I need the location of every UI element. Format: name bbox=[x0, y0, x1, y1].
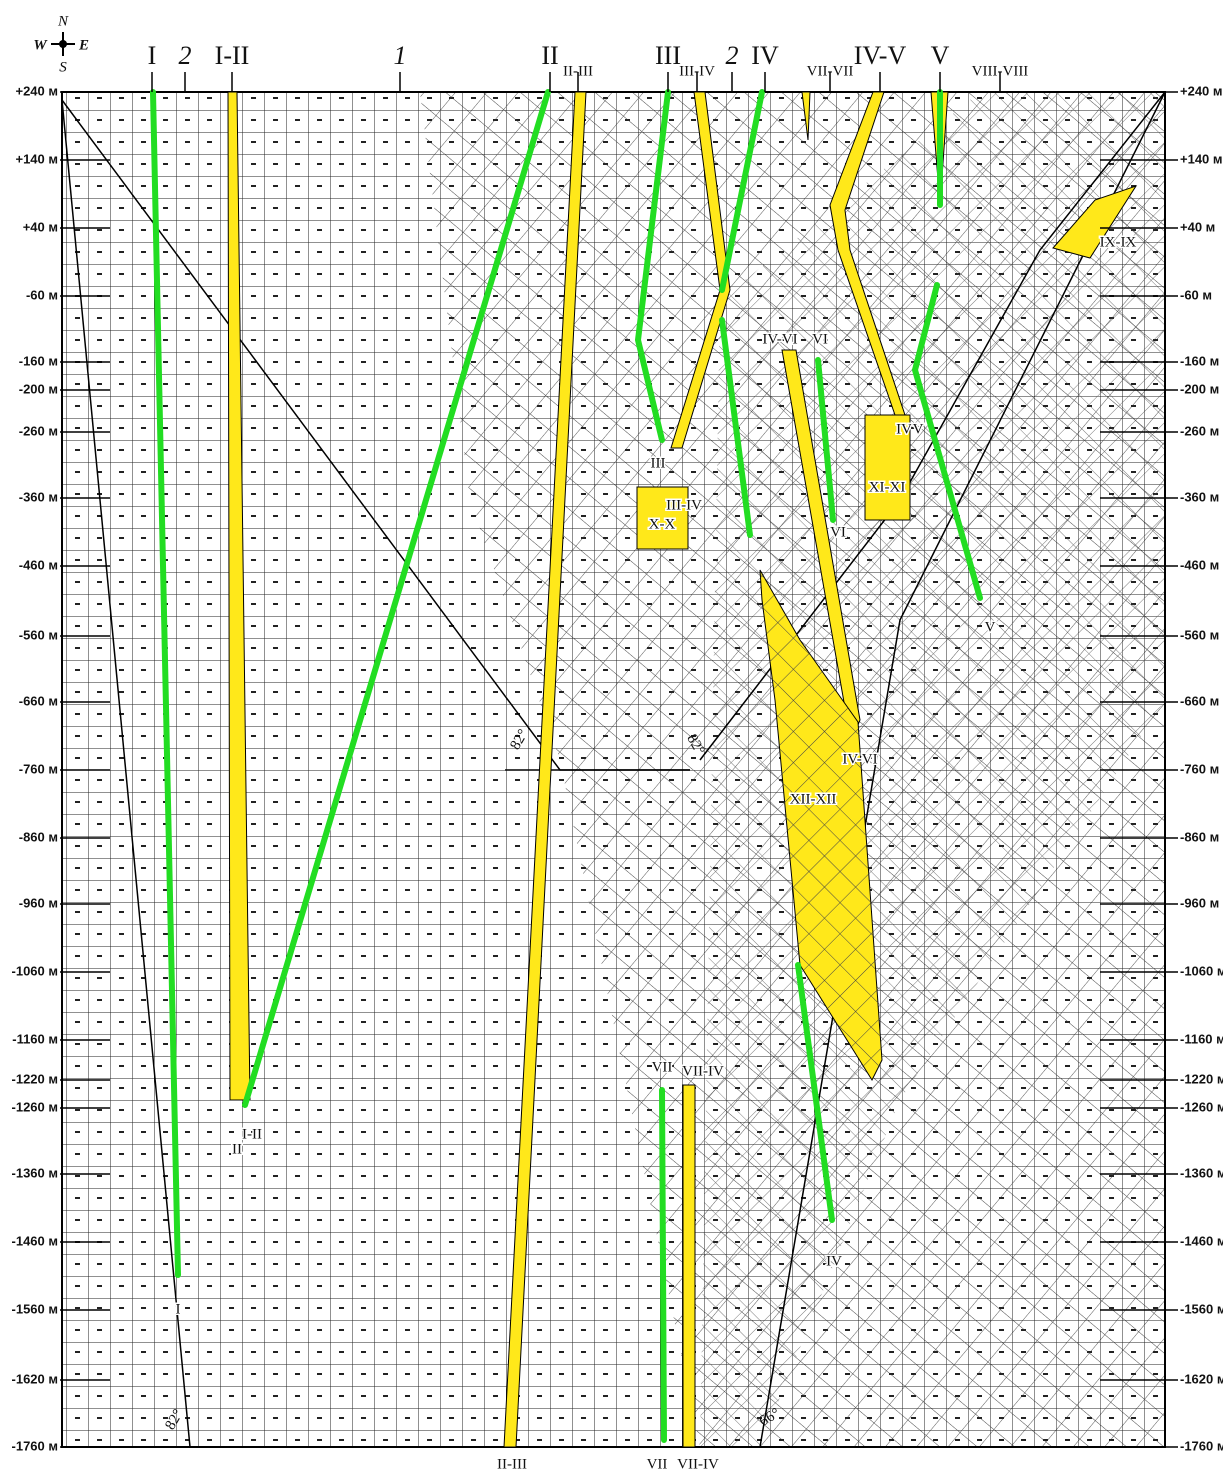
depth-label-left: -1460 м bbox=[12, 1233, 58, 1248]
depth-label-right: -1360 м bbox=[1180, 1165, 1223, 1180]
geologic-section: N W E S I2I-II1IIII-IIIIIIIII-IV2IVVII-V… bbox=[0, 0, 1223, 1477]
depth-label-left: +240 м bbox=[15, 83, 58, 98]
depth-label-left: -60 м bbox=[26, 287, 58, 302]
section-label: V bbox=[985, 619, 996, 635]
depth-label-left: -460 м bbox=[19, 557, 58, 572]
depth-label-left: -1220 м bbox=[12, 1071, 58, 1086]
section-label: X-X bbox=[649, 516, 676, 532]
section-label: VII-IV bbox=[682, 1063, 724, 1079]
depth-label-left: -260 м bbox=[19, 423, 58, 438]
section-label: II bbox=[232, 1141, 242, 1157]
profile-label: III bbox=[655, 41, 681, 70]
section-label: VI bbox=[830, 524, 846, 540]
section-label: VI bbox=[812, 331, 828, 347]
depth-label-left: -1760 м bbox=[12, 1438, 58, 1453]
profile-label: II bbox=[541, 41, 558, 70]
compass-s: S bbox=[59, 59, 67, 75]
section-label: IV bbox=[896, 421, 912, 437]
depth-label-right: -360 м bbox=[1180, 489, 1219, 504]
profile-label: I bbox=[148, 41, 157, 70]
section-label: III-IV bbox=[666, 497, 702, 513]
depth-label-left: -200 м bbox=[19, 381, 58, 396]
depth-label-right: +40 м bbox=[1180, 219, 1215, 234]
depth-label-right: -1760 м bbox=[1180, 1438, 1223, 1453]
depth-label-right: -1060 м bbox=[1180, 963, 1223, 978]
profile-label: IV-V bbox=[854, 41, 907, 70]
depth-label-left: -960 м bbox=[19, 895, 58, 910]
depth-label-right: -460 м bbox=[1180, 557, 1219, 572]
profile-label: V bbox=[931, 41, 950, 70]
depth-label-right: +140 м bbox=[1180, 151, 1223, 166]
section-label: V bbox=[913, 421, 924, 437]
compass: N W E S bbox=[33, 13, 89, 75]
depth-label-right: -1160 м bbox=[1180, 1031, 1223, 1046]
depth-label-left: -860 м bbox=[19, 829, 58, 844]
depth-label-left: +40 м bbox=[23, 219, 58, 234]
depth-label-right: -160 м bbox=[1180, 353, 1219, 368]
profile-label: 2 bbox=[179, 41, 192, 70]
compass-e: E bbox=[78, 37, 89, 53]
depth-label-left: -560 м bbox=[19, 627, 58, 642]
section-label: IV-VI bbox=[762, 331, 797, 347]
section-label: I-II bbox=[242, 1126, 262, 1142]
section-label: IV bbox=[826, 1253, 842, 1269]
depth-label-right: -200 м bbox=[1180, 381, 1219, 396]
depth-label-left: -660 м bbox=[19, 693, 58, 708]
compass-w: W bbox=[33, 37, 48, 53]
section-label: VII bbox=[652, 1059, 673, 1075]
section-label: IV-VI bbox=[842, 751, 877, 767]
section-label: IX-IX bbox=[1100, 234, 1137, 250]
depth-label-left: -1560 м bbox=[12, 1301, 58, 1316]
profile-label: IV bbox=[751, 41, 779, 70]
depth-label-right: -860 м bbox=[1180, 829, 1219, 844]
section-label: II-III bbox=[497, 1456, 527, 1472]
depth-label-right: -1220 м bbox=[1180, 1071, 1223, 1086]
depth-label-right: -960 м bbox=[1180, 895, 1219, 910]
section-label: III bbox=[651, 455, 666, 471]
depth-label-left: -1260 м bbox=[12, 1099, 58, 1114]
depth-label-left: -1360 м bbox=[12, 1165, 58, 1180]
depth-label-left: -1160 м bbox=[12, 1031, 58, 1046]
section-label: VII-IV bbox=[677, 1456, 719, 1472]
depth-label-right: -660 м bbox=[1180, 693, 1219, 708]
depth-label-left: -160 м bbox=[19, 353, 58, 368]
profile-label: 2 bbox=[726, 41, 739, 70]
depth-label-right: -1560 м bbox=[1180, 1301, 1223, 1316]
profile-label: 1 bbox=[394, 41, 407, 70]
depth-label-right: -1460 м bbox=[1180, 1233, 1223, 1248]
depth-label-left: -760 м bbox=[19, 761, 58, 776]
depth-label-right: -760 м bbox=[1180, 761, 1219, 776]
compass-n: N bbox=[57, 13, 69, 29]
section-label: VII bbox=[647, 1456, 668, 1472]
depth-label-left: +140 м bbox=[15, 151, 58, 166]
section-label: XII-XII bbox=[790, 791, 837, 807]
depth-label-right: -560 м bbox=[1180, 627, 1219, 642]
section-label: XI-XI bbox=[869, 479, 906, 495]
depth-label-left: -1620 м bbox=[12, 1371, 58, 1386]
depth-label-right: -260 м bbox=[1180, 423, 1219, 438]
depth-label-right: -60 м bbox=[1180, 287, 1212, 302]
depth-label-right: -1260 м bbox=[1180, 1099, 1223, 1114]
depth-label-left: -1060 м bbox=[12, 963, 58, 978]
section-label: I bbox=[176, 1301, 181, 1317]
depth-label-left: -360 м bbox=[19, 489, 58, 504]
depth-label-right: +240 м bbox=[1180, 83, 1223, 98]
depth-label-right: -1620 м bbox=[1180, 1371, 1223, 1386]
profile-label: I-II bbox=[215, 41, 250, 70]
